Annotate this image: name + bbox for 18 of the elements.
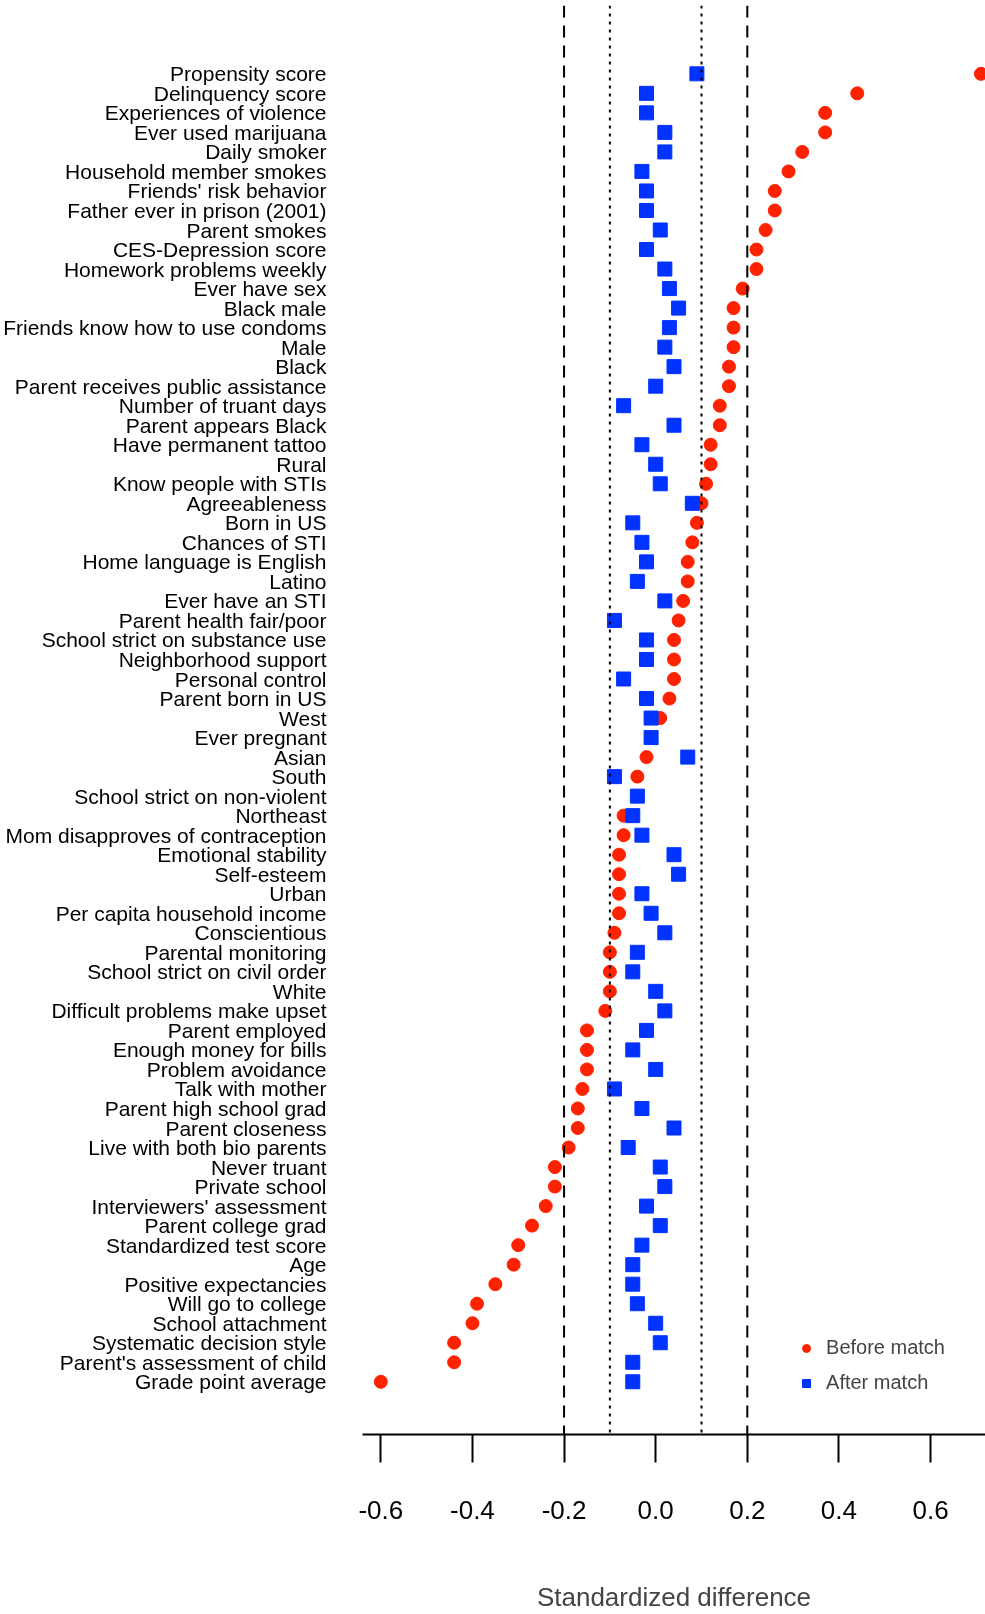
x-tick-label: 0.6 (912, 1494, 949, 1525)
y-tick-label: Ever used marijuana (133, 120, 327, 144)
y-tick-label: Systematic decision style (91, 1331, 327, 1355)
y-tick-label: Live with both bio parents (88, 1136, 327, 1160)
x-tick-label: 0.0 (637, 1494, 674, 1525)
x-tick-label: 0.4 (820, 1494, 857, 1525)
x-tick-label: -0.6 (358, 1494, 404, 1525)
y-tick-label: Grade point average (135, 1370, 327, 1394)
legend-label: After match (826, 1371, 929, 1394)
y-tick-label: Neighborhood support (118, 647, 327, 671)
y-tick-label: Propensity score (170, 62, 327, 86)
x-tick-label: -0.4 (450, 1494, 495, 1525)
y-tick-label: Age (289, 1253, 327, 1277)
x-tick-label: -0.2 (541, 1494, 587, 1525)
x-tick-label: 0.2 (729, 1494, 766, 1525)
y-tick-label: CES-Depression score (112, 238, 327, 262)
legend-label: Before match (826, 1336, 945, 1359)
x-axis-title: Standardized difference (536, 1581, 812, 1612)
